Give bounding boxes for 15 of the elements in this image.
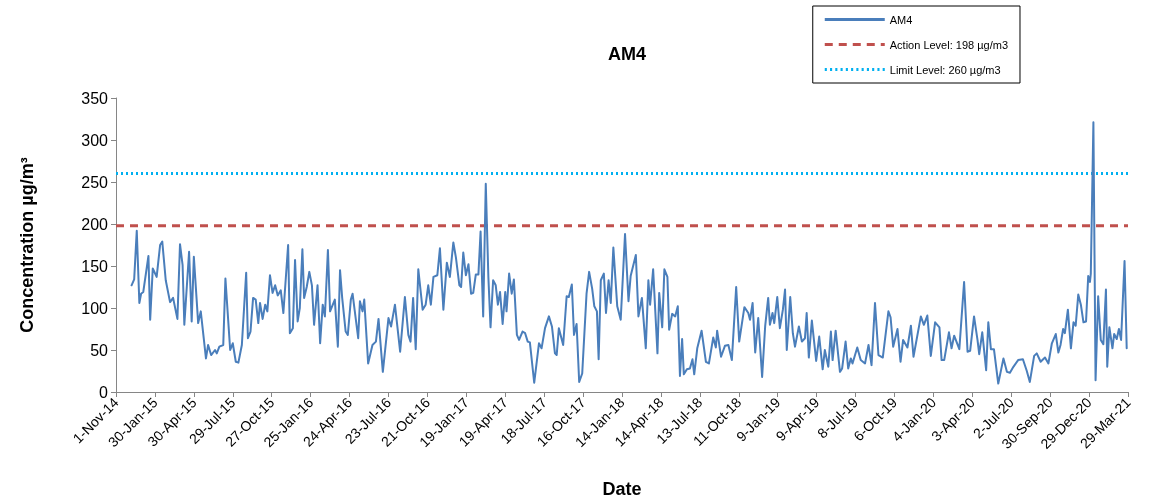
y-tick-label: 150	[81, 257, 109, 275]
y-tick-label: 350	[81, 89, 109, 107]
legend-label: Limit Level: 260 µg/m3	[889, 63, 1001, 76]
y-tick-label: 250	[81, 173, 109, 191]
line-series	[130, 121, 1128, 385]
y-tick-label: 0	[99, 383, 109, 401]
y-tick-label: 50	[90, 341, 109, 359]
y-tick-label: 300	[81, 131, 109, 149]
legend-label: AM4	[889, 13, 913, 26]
y-tick-label: 200	[81, 215, 109, 233]
y-axis-title: Concentration µg/m³	[17, 157, 37, 333]
x-axis-title: Date	[602, 479, 642, 499]
chart-title: AM4	[607, 44, 647, 64]
legend-label: Action Level: 198 µg/m3	[889, 38, 1009, 51]
y-tick-label: 100	[81, 299, 109, 317]
